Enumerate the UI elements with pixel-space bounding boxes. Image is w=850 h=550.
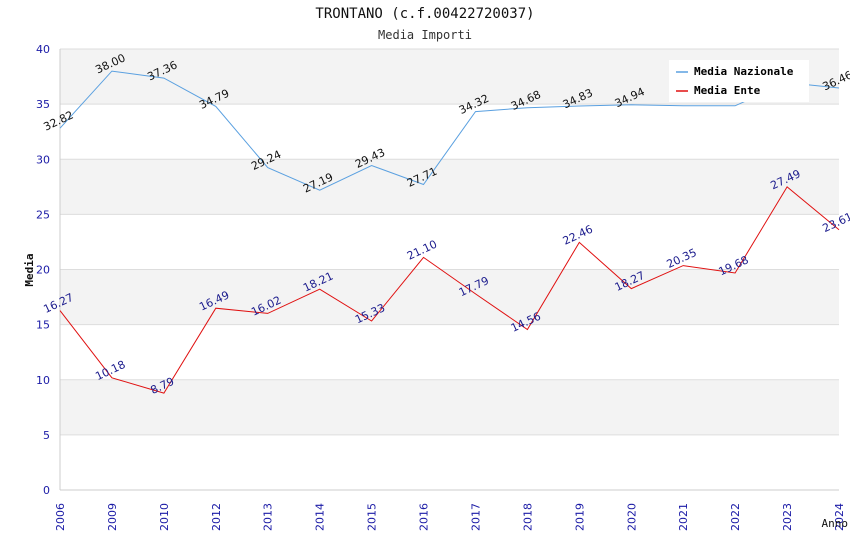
grid-band [60,104,839,160]
grid-bands [60,49,839,490]
x-tick-label: 2018 [521,503,534,531]
grid-band [60,379,839,435]
x-tick-label: 2009 [106,503,119,531]
legend-label-nazionale: Media Nazionale [694,65,794,78]
y-tick-label: 25 [36,208,50,221]
x-tick-label: 2014 [314,503,327,531]
y-tick-label: 5 [43,429,50,442]
grid-band [60,214,839,270]
chart-subtitle: Media Importi [378,28,472,42]
grid-band [60,324,839,380]
x-tick-label: 2017 [469,503,482,531]
y-tick-label: 15 [36,319,50,332]
y-tick-label: 30 [36,153,50,166]
x-tick-label: 2020 [625,503,638,531]
y-tick-label: 10 [36,374,50,387]
x-tick-label: 2024 [833,503,846,531]
grid-band [60,434,839,490]
x-tick-label: 2016 [418,503,431,531]
x-tick-label: 2006 [54,503,67,531]
x-tick-label: 2019 [573,503,586,531]
grid-band [60,159,839,215]
axes: 0 5 10 15 20 25 30 35 40 2006 2009 2010 2012 2013 2014… [36,43,846,531]
series-lines [59,70,840,394]
legend-box [669,60,809,102]
x-tick-label: 2013 [262,503,275,531]
y-tick-label: 40 [36,43,50,56]
x-tick-label: 2021 [677,503,690,531]
x-tick-label: 2012 [210,503,223,531]
x-tick-label: 2015 [366,503,379,531]
x-tick-label: 2022 [729,503,742,531]
y-axis-label: Media [23,253,36,286]
grid-band [60,269,839,325]
series-line-ente [59,186,840,394]
x-axis-label: Anno [822,517,849,530]
series-line-nazionale [59,70,840,191]
chart-title: TRONTANO (c.f.00422720037) [315,6,534,22]
y-tick-label: 20 [36,264,50,277]
y-tick-label: 35 [36,98,50,111]
legend-label-ente: Media Ente [694,84,761,97]
y-tick-label: 0 [43,484,50,497]
legend: Media Nazionale Media Ente [669,60,809,102]
x-tick-label: 2010 [158,503,171,531]
x-tick-label: 2023 [781,503,794,531]
